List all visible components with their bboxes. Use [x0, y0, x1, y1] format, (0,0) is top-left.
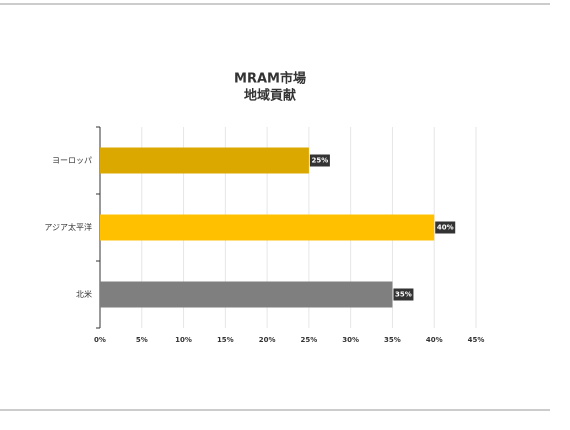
x-tick-label: 35%	[384, 336, 401, 344]
value-label: 25%	[312, 157, 329, 165]
x-tick-label: 30%	[342, 336, 359, 344]
x-tick-label: 20%	[259, 336, 276, 344]
bar	[100, 147, 309, 174]
x-tick-label: 5%	[136, 336, 148, 344]
x-tick-label: 25%	[301, 336, 318, 344]
value-label-box	[393, 288, 414, 301]
bar	[100, 281, 393, 308]
x-tick-label: 0%	[94, 336, 106, 344]
x-tick-label: 40%	[426, 336, 443, 344]
value-label-box	[309, 154, 330, 167]
y-tick-label: 北米	[76, 289, 92, 299]
x-tick-label: 10%	[175, 336, 192, 344]
y-tick-label: ヨーロッパ	[52, 156, 92, 165]
value-label: 35%	[395, 291, 412, 299]
x-tick-label: 15%	[217, 336, 234, 344]
value-label: 40%	[437, 224, 454, 232]
x-tick-label: 45%	[468, 336, 485, 344]
bar	[100, 214, 435, 241]
y-tick-label: アジア太平洋	[44, 222, 92, 232]
chart-title: MRAM市場	[234, 71, 306, 87]
value-label-box	[435, 221, 456, 234]
chart-title: 地域貢献	[244, 88, 296, 104]
